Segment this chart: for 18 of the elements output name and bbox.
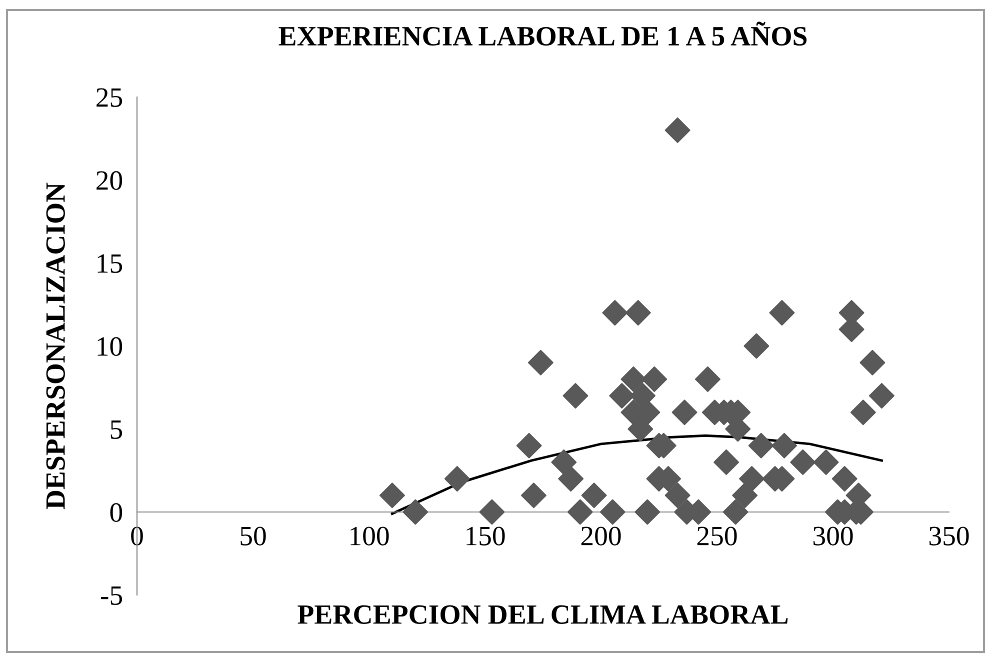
y-tick-label: -5 — [101, 586, 122, 605]
y-tick-label: 10 — [98, 337, 122, 356]
y-tick-label: 25 — [96, 88, 122, 107]
x-tick-label: 200 — [581, 526, 621, 546]
y-tick-label: 5 — [110, 420, 122, 439]
x-tick-label: 150 — [466, 526, 505, 546]
y-tick-label: 20 — [96, 171, 122, 190]
x-tick-label: 250 — [697, 526, 737, 546]
x-tick-label: 0 — [131, 526, 143, 546]
y-tick-label: 0 — [110, 503, 122, 522]
y-axis-title: DESPERSONALIZACION — [46, 182, 65, 510]
x-tick-label: 300 — [813, 526, 853, 546]
x-tick-label: 50 — [240, 526, 266, 546]
x-axis-title: PERCEPCION DEL CLIMA LABORAL — [298, 605, 788, 624]
x-tick-label: 350 — [929, 526, 969, 546]
y-tick-label: 15 — [98, 254, 122, 273]
x-tick-label: 100 — [350, 526, 389, 546]
chart-title: EXPERIENCIA LABORAL DE 1 A 5 AÑOS — [278, 22, 807, 46]
